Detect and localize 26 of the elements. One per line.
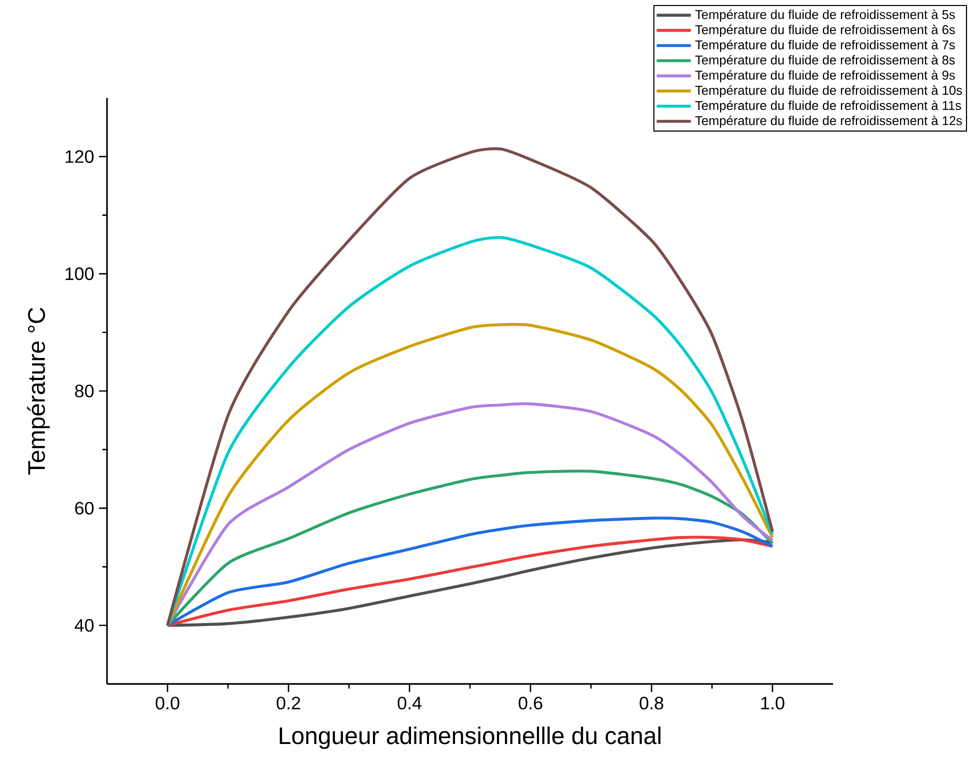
- y-tick-label: 40: [74, 619, 94, 632]
- y-tick-label: 60: [75, 502, 94, 515]
- line-series: [166, 470, 774, 627]
- line-series: [166, 402, 774, 627]
- line-series: [166, 236, 774, 627]
- legend-label: Température du fluide de refroidissement à 11s: [695, 100, 962, 113]
- legend-label: Température du fluide de refroidissement à 7s: [695, 40, 955, 52]
- legend-label: Température du fluide de refroidissement à 12s: [695, 116, 962, 128]
- x-tick-label: 0.8: [640, 696, 664, 710]
- y-tick-label: 120: [66, 150, 94, 163]
- legend-label: Température du fluide de refroidissement à 6s: [695, 24, 955, 37]
- x-tick-label: 0.4: [398, 696, 422, 710]
- x-axis-title: Longueur adimensionnellle du canal: [280, 726, 660, 749]
- line-series: [166, 516, 774, 627]
- x-tick-label: 0.6: [518, 696, 542, 710]
- y-axis-title: Température °C: [27, 308, 50, 475]
- x-tick-label: 1.0: [761, 696, 784, 710]
- legend-label: Température du fluide de refroidissement à 5s: [695, 10, 955, 22]
- legend-label: Température du fluide de refroidissement à 9s: [695, 70, 955, 82]
- legend-label: Température du fluide de refroidissement à 8s: [695, 54, 955, 68]
- x-tick-label: 0.2: [276, 696, 300, 710]
- legend-label: Température du fluide de refroidissement à 10s: [695, 85, 962, 98]
- y-tick-label: 100: [66, 267, 94, 280]
- x-tick-label: 0.0: [156, 696, 180, 710]
- y-tick-label: 80: [75, 384, 94, 398]
- line-series: [166, 147, 774, 627]
